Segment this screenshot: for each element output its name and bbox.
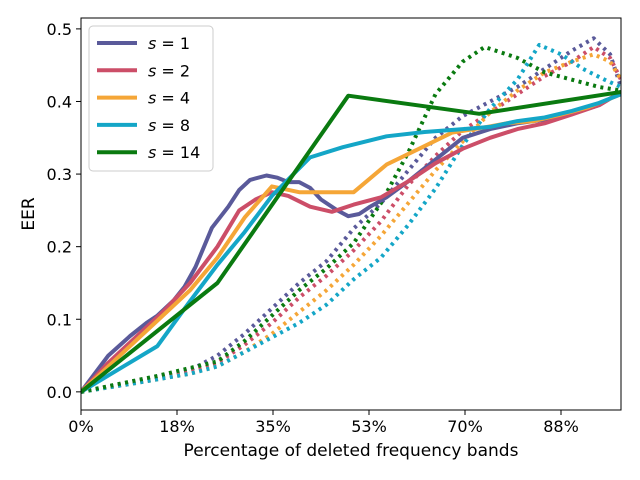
tick-labels: 0% 18% 35% 53% 70% 88% 0.0 0.1 0.2 0.3 0.4 0.5 (47, 20, 579, 436)
y-tick-label: 0.4 (47, 92, 72, 111)
axes-frame (80, 17, 622, 411)
y-tick-label: 0.3 (47, 165, 72, 184)
legend-label: s = 14 (148, 143, 200, 162)
legend-label: s = 1 (148, 34, 190, 53)
x-tick-label: 53% (351, 417, 387, 436)
legend: s = 1 s = 2 s = 4 s = 8 s = 14 (88, 25, 214, 172)
series-line-solid (81, 92, 621, 394)
series-line-solid (81, 90, 621, 394)
series-line-dotted (81, 45, 621, 394)
series-line-dotted (81, 36, 621, 394)
series-line-dotted (81, 42, 621, 394)
x-tick-label: 18% (159, 417, 195, 436)
y-axis-label: EER (19, 197, 39, 230)
axis-ticks (76, 28, 562, 415)
y-tick-label: 0.2 (47, 238, 72, 257)
y-tick-label: 0.5 (47, 20, 72, 39)
x-axis-label: Percentage of deleted frequency bands (184, 441, 519, 461)
x-tick-label: 70% (447, 417, 483, 436)
legend-label: s = 8 (148, 116, 190, 135)
x-tick-label: 88% (543, 417, 579, 436)
y-tick-label: 0.1 (47, 310, 72, 329)
x-tick-label: 0% (68, 417, 93, 436)
legend-box (88, 25, 214, 172)
legend-label: s = 2 (148, 61, 190, 80)
series-line-solid (81, 90, 621, 394)
y-tick-label: 0.0 (47, 383, 72, 402)
x-tick-label: 35% (255, 417, 291, 436)
legend-label: s = 4 (148, 89, 190, 108)
series-layer (81, 36, 621, 394)
